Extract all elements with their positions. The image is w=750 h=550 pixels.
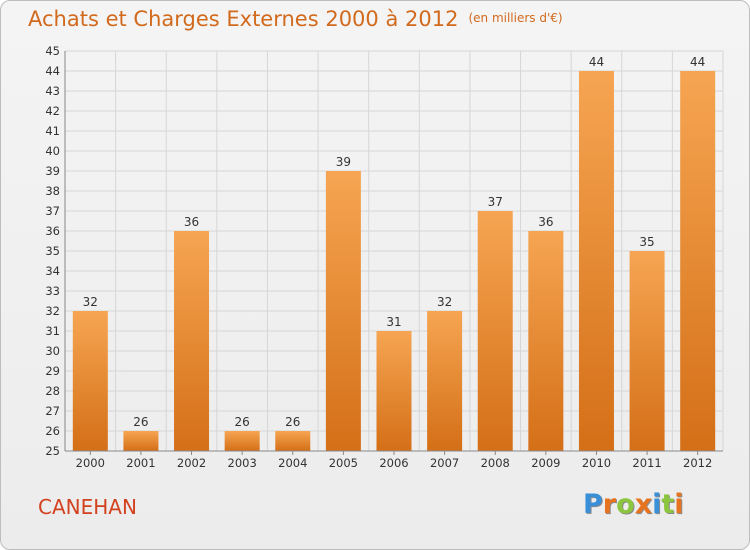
x-tick-label-2005: 2005 [329, 456, 358, 470]
commune-name: CANEHAN [38, 495, 137, 519]
x-tick-label-2010: 2010 [582, 456, 611, 470]
y-tick-label: 25 [45, 444, 60, 458]
y-tick-label: 42 [45, 104, 60, 118]
x-tick-label-2001: 2001 [126, 456, 155, 470]
bar-2003 [224, 431, 260, 451]
y-tick-label: 35 [45, 244, 60, 258]
logo-letter: t [661, 489, 675, 520]
bar-2009 [528, 231, 564, 451]
y-tick-label: 32 [45, 304, 60, 318]
x-tick-label-2007: 2007 [430, 456, 459, 470]
chart-title: Achats et Charges Externes 2000 à 2012 (e… [28, 7, 563, 31]
y-tick-label: 41 [45, 124, 60, 138]
logo-letter: x [634, 489, 653, 520]
y-tick-label: 28 [45, 384, 60, 398]
bar-2000 [72, 311, 108, 451]
x-tick-label-2003: 2003 [228, 456, 257, 470]
y-tick-label: 40 [45, 144, 60, 158]
x-tick-label-2006: 2006 [379, 456, 408, 470]
y-tick-label: 30 [45, 344, 60, 358]
y-tick-label: 37 [45, 204, 60, 218]
x-tick-label-2004: 2004 [278, 456, 307, 470]
bar-2006 [376, 331, 412, 451]
proxiti-logo: Proxiti [583, 489, 684, 520]
bar-2010 [578, 71, 614, 451]
y-tick-label: 26 [45, 424, 60, 438]
y-tick-label: 33 [45, 284, 60, 298]
bar-2005 [325, 171, 361, 451]
y-tick-label: 45 [45, 44, 60, 58]
y-tick-label: 39 [45, 164, 60, 178]
x-tick-label-2009: 2009 [531, 456, 560, 470]
y-tick-label: 44 [45, 64, 60, 78]
y-tick-label: 31 [45, 324, 60, 338]
data-label-2000: 32 [83, 295, 98, 309]
y-tick-label: 27 [45, 404, 60, 418]
bar-2008 [477, 211, 513, 451]
y-tick-label: 43 [45, 84, 60, 98]
x-tick-label-2012: 2012 [683, 456, 712, 470]
data-label-2008: 37 [488, 195, 503, 209]
y-tick-label: 29 [45, 364, 60, 378]
bar-2011 [629, 251, 665, 451]
data-label-2005: 39 [336, 155, 351, 169]
x-tick-label-2000: 2000 [76, 456, 105, 470]
x-tick-label-2011: 2011 [632, 456, 661, 470]
data-label-2010: 44 [589, 55, 604, 69]
data-label-2006: 31 [386, 315, 401, 329]
logo-letter: o [616, 489, 635, 520]
data-label-2001: 26 [133, 415, 148, 429]
chart-title-text: Achats et Charges Externes 2000 à 2012 [28, 7, 459, 31]
x-tick-label-2008: 2008 [481, 456, 510, 470]
bar-2012 [680, 71, 716, 451]
bar-2004 [275, 431, 311, 451]
logo-letter: P [583, 489, 603, 520]
data-label-2002: 36 [184, 215, 199, 229]
logo-letter: i [652, 489, 662, 520]
chart-unit: (en milliers d'€) [468, 11, 563, 25]
data-label-2004: 26 [285, 415, 300, 429]
logo-letter: i [674, 489, 684, 520]
data-label-2007: 32 [437, 295, 452, 309]
logo-letter: r [602, 489, 617, 520]
y-tick-label: 36 [45, 224, 60, 238]
data-label-2003: 26 [235, 415, 250, 429]
x-tick-label-2002: 2002 [177, 456, 206, 470]
data-label-2009: 36 [538, 215, 553, 229]
bar-2001 [123, 431, 159, 451]
bar-2007 [427, 311, 463, 451]
data-label-2011: 35 [639, 235, 654, 249]
y-tick-label: 34 [45, 264, 60, 278]
data-label-2012: 44 [690, 55, 705, 69]
axes: 25 26 27 28 29 30 31 32 33 34 35 36 37 38 39 40 41 42 43 44… [45, 44, 723, 470]
bars: 32 26 36 26 26 39 31 32 37 36 44 35 44 [72, 55, 716, 451]
bar-2002 [174, 231, 210, 451]
y-tick-label: 38 [45, 184, 60, 198]
